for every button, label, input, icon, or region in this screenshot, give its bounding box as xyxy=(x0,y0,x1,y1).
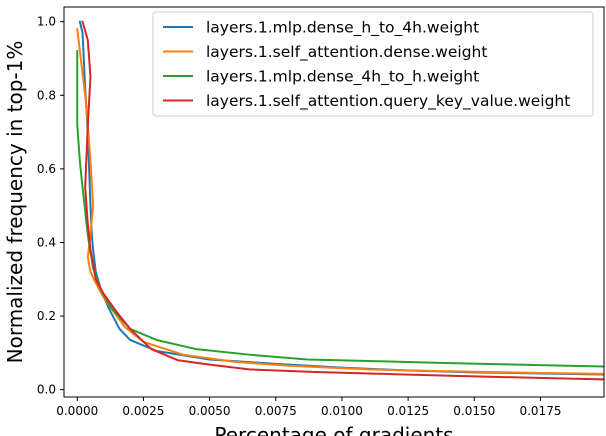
y-tick-label: 0.4 xyxy=(37,235,56,249)
legend-frame xyxy=(152,11,594,117)
x-tick-label: 0.0125 xyxy=(387,404,429,418)
x-tick-label: 0.0175 xyxy=(519,404,561,418)
x-tick-label: 0.0025 xyxy=(122,404,164,418)
y-tick-label: 0.6 xyxy=(37,162,56,176)
series-line-4 xyxy=(81,20,604,381)
legend-label-2: layers.1.self_attention.dense.weight xyxy=(206,43,487,62)
legend: layers.1.mlp.dense_h_to_4h.weight layers.… xyxy=(152,11,594,117)
x-tick-label: 0.0150 xyxy=(453,404,495,418)
y-tick-label: 0.2 xyxy=(37,309,56,323)
x-tick-label: 0.0000 xyxy=(56,404,98,418)
y-axis-title: Normalized frequency in top-1% xyxy=(3,41,27,364)
series-line-2 xyxy=(76,27,604,375)
y-tick-label: 1.0 xyxy=(37,15,56,29)
y-axis-ticks: 0.0 0.2 0.4 0.6 0.8 1.0 xyxy=(37,15,64,397)
x-tick-label: 0.0050 xyxy=(189,404,231,418)
x-tick-label: 0.0075 xyxy=(255,404,297,418)
legend-label-4: layers.1.self_attention.query_key_value.… xyxy=(206,92,570,111)
y-tick-label: 0.0 xyxy=(37,383,56,397)
x-axis-title: Percentage of gradients xyxy=(214,423,453,436)
plot-frame xyxy=(63,6,605,398)
series-layer xyxy=(76,20,604,381)
legend-label-3: layers.1.mlp.dense_4h_to_h.weight xyxy=(206,68,479,87)
x-axis-ticks: 0.0000 0.0025 0.0050 0.0075 0.0100 0.0125 0.01… xyxy=(56,397,561,418)
y-tick-label: 0.8 xyxy=(37,88,56,102)
x-tick-label: 0.0100 xyxy=(321,404,363,418)
legend-label-1: layers.1.mlp.dense_h_to_4h.weight xyxy=(206,19,479,38)
series-line-3 xyxy=(76,50,604,368)
